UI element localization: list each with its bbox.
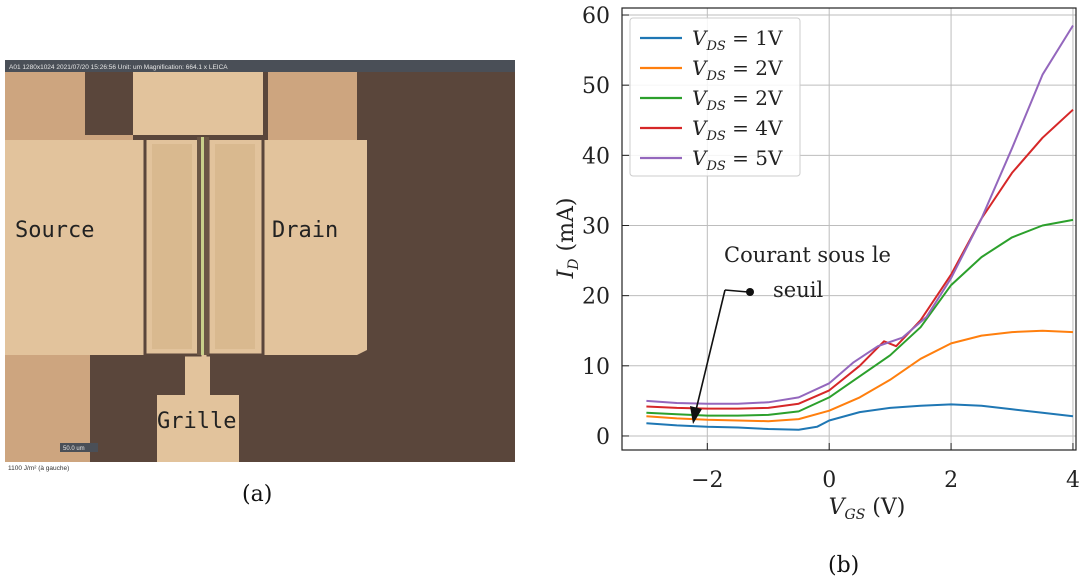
y-tick-label: 10 [582,355,610,380]
gate-label: Grille [157,409,236,434]
x-tick-label: 4 [1066,468,1079,493]
x-tick-label: −2 [691,468,723,493]
legend-label-3: VDS = 2V [692,86,783,114]
y-tick-label: 50 [582,74,610,99]
series-line-2 [646,329,1074,423]
chart-lines [646,24,1074,431]
drain-trace-right [357,72,515,472]
x-tick-label: 2 [944,468,958,493]
legend-box [629,17,801,177]
series-line-3 [646,218,1074,417]
y-tick-label: 20 [582,285,610,310]
info-bar [5,60,515,72]
annotation-arrow-shaft [695,289,726,411]
y-tick-label: 0 [596,425,610,450]
legend-label-2: VDS = 2V [692,56,783,84]
legend-label-5: VDS = 5V [692,146,783,174]
scale-bar-label: 50.0 um [63,446,85,452]
drain-label: Drain [272,218,338,243]
legend-label-4: VDS = 4V [692,116,783,144]
y-tick-label: 30 [582,214,610,239]
xlabel: VGS (V) [829,495,906,523]
caption-b: (b) [828,553,860,578]
ylabel: ID (mA) [554,198,582,280]
series-line-5 [646,24,1074,405]
gate-neck [185,352,210,398]
annotation-line1: Courant sous le [724,243,891,267]
gate-finger-highlight [201,137,204,355]
annotation-dot [746,288,754,296]
annotation-arrowhead [690,406,702,424]
info-bar-text: A01 1280x1024 2021/07/20 15:26:56 Unit: … [9,64,228,71]
micrograph-panel: A01 1280x1024 2021/07/20 15:26:56 Unit: … [5,60,515,472]
annotation-arrow-head-line [724,289,749,293]
y-tick-label: 40 [582,144,610,169]
drain-step [357,140,367,355]
footer-text: 1100 J/m² (à gauche) [8,465,69,472]
channel-inner-left [152,144,192,349]
caption-a: (a) [242,482,273,507]
footer-bar [5,462,515,472]
legend-label-1: VDS = 1V [692,26,783,54]
plot-frame [621,7,1077,451]
series-line-1 [646,403,1074,431]
annotation-line2: seuil [773,278,823,302]
series-line-4 [646,108,1074,410]
scale-bar-box [60,443,98,452]
top-pad [133,72,263,135]
y-tick-label: 60 [582,4,610,29]
channel-inner-right [215,144,255,349]
gate-pad [157,395,239,472]
x-tick-label: 0 [822,468,836,493]
source-label: Source [15,218,94,243]
